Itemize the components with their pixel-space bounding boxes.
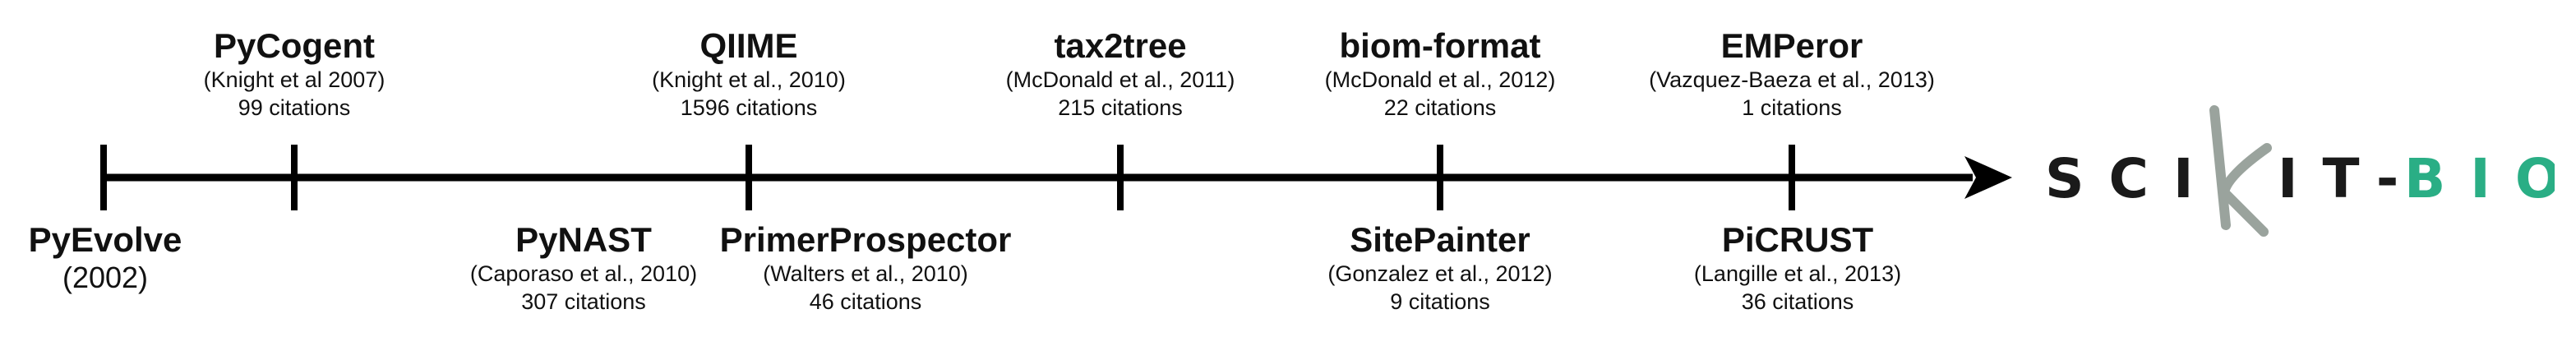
milestone-pyevolve: PyEvolve (2002) [29,220,182,296]
milestone-year: (2002) [62,261,149,294]
milestone-citation: (McDonald et al., 2011) [1005,67,1235,92]
milestone-name: PyCogent [213,26,376,65]
milestone-picrust: PiCRUST (Langille et al., 2013) 36 citat… [1694,220,1901,316]
milestone-citation-count: 46 citations [809,289,922,314]
milestone-name: SitePainter [1350,220,1530,259]
milestone-citation-count: 99 citations [238,95,351,120]
milestone-emperor: EMPeror (Vazquez-Baeza et al., 2013) 1 c… [1649,26,1935,122]
milestone-name: biom-format [1339,26,1541,65]
logo-k-mark [2209,105,2272,237]
milestone-citation: (Gonzalez et al., 2012) [1327,261,1553,286]
milestone-tax2tree: tax2tree (McDonald et al., 2011) 215 cit… [1006,26,1235,122]
milestone-citation: (Caporaso et al., 2010) [469,261,698,286]
milestone-citation: (Vazquez-Baeza et al., 2013) [1649,67,1935,92]
milestone-biom-format: biom-format (McDonald et al., 2012) 22 c… [1325,26,1556,122]
milestone-primerprospector: PrimerProspector (Walters et al., 2010) … [720,220,1012,316]
milestone-name: PyNAST [515,220,652,259]
timeline-arrowhead [1964,156,2012,199]
milestone-name: QIIME [699,26,798,65]
milestone-citation-count: 307 citations [521,289,646,314]
logo-text-bio: BIO [2404,147,2555,210]
milestone-citation: (McDonald et al., 2012) [1324,67,1556,92]
milestone-citation-count: 1 citations [1742,95,1842,120]
milestone-citation: (Knight et al 2007) [203,67,385,92]
milestone-name: PrimerProspector [719,220,1012,259]
milestone-name: PiCRUST [1721,220,1874,259]
milestone-citation: (Walters et al., 2010) [763,261,968,286]
milestone-name: EMPeror [1720,26,1863,65]
logo-text-it: IT- [2278,147,2423,210]
milestone-pycogent: PyCogent (Knight et al 2007) 99 citation… [204,26,385,122]
milestone-pynast: PyNAST (Caporaso et al., 2010) 307 citat… [470,220,697,316]
scikit-bio-logo: SCI IT- BIO [2045,105,2555,237]
milestone-citation-count: 9 citations [1390,289,1490,314]
milestone-name: PyEvolve [28,220,182,259]
milestone-citation-count: 1596 citations [680,95,818,120]
milestone-qiime: QIIME (Knight et al., 2010) 1596 citatio… [652,26,846,122]
milestone-citation-count: 215 citations [1058,95,1183,120]
milestone-citation: (Knight et al., 2010) [652,67,846,92]
logo-text-sci: SCI [2045,147,2218,210]
milestone-sitepainter: SitePainter (Gonzalez et al., 2012) 9 ci… [1327,220,1552,316]
milestone-citation-count: 22 citations [1383,95,1497,120]
milestone-citation-count: 36 citations [1741,289,1854,314]
milestone-name: tax2tree [1054,26,1187,65]
milestone-citation: (Langille et al., 2013) [1693,261,1902,286]
